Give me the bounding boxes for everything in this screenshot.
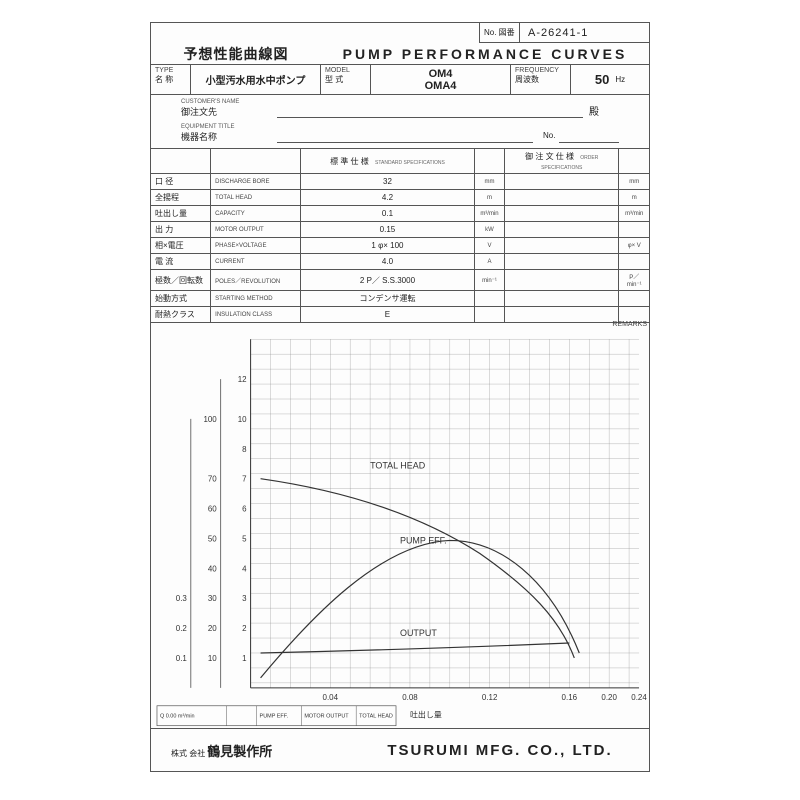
- info-row: TYPE 名 称 小型汚水用水中ポンプ MODEL 型 式 OM4 OMA4 F…: [151, 65, 649, 95]
- spec-table: 標 準 仕 様 STANDARD SPECIFICATIONS 御 注 文 仕 …: [151, 149, 649, 323]
- svg-text:OUTPUT: OUTPUT: [400, 628, 437, 638]
- svg-text:2: 2: [242, 624, 247, 633]
- svg-text:0.24: 0.24: [631, 693, 647, 702]
- svg-text:10: 10: [208, 654, 217, 663]
- model-value: OM4 OMA4: [371, 65, 511, 94]
- doc-number-box: No. 図番 A-26241-1: [479, 23, 649, 43]
- table-row: 始動方式STARTING METHODコンデンサ運転: [151, 291, 649, 307]
- svg-text:20: 20: [208, 624, 217, 633]
- svg-text:PUMP EFF.: PUMP EFF.: [260, 714, 289, 720]
- equip-no: No.: [539, 131, 619, 143]
- table-row: 電 流CURRENT4.0A: [151, 254, 649, 270]
- company-jp: 株式 会社鶴見製作所: [151, 741, 351, 760]
- customer-name-field: [277, 104, 583, 118]
- table-row: 吐出し量CAPACITY0.1m³/minm³/min: [151, 206, 649, 222]
- svg-text:TOTAL HEAD: TOTAL HEAD: [359, 714, 393, 720]
- ord-header: 御 注 文 仕 様 ORDER SPECIFICATIONS: [504, 149, 619, 174]
- svg-text:8: 8: [242, 445, 247, 454]
- svg-text:Q 0.00 m³/min: Q 0.00 m³/min: [160, 714, 195, 720]
- svg-text:TOTAL HEAD: TOTAL HEAD: [370, 461, 426, 471]
- svg-text:3: 3: [242, 594, 247, 603]
- svg-text:0.16: 0.16: [562, 693, 578, 702]
- type-value: 小型汚水用水中ポンプ: [191, 65, 321, 94]
- svg-text:40: 40: [208, 564, 217, 573]
- svg-text:PUMP EFF.: PUMP EFF.: [400, 535, 447, 545]
- title-jp: 予想性能曲線図: [151, 44, 321, 64]
- doc-number-value: A-26241-1: [520, 27, 649, 39]
- table-row: 出 力MOTOR OUTPUT0.15kW: [151, 222, 649, 238]
- svg-text:0.12: 0.12: [482, 693, 498, 702]
- svg-text:0.3: 0.3: [176, 594, 188, 603]
- svg-text:1: 1: [242, 654, 247, 663]
- datasheet: No. 図番 A-26241-1 予想性能曲線図 PUMP PERFORMANC…: [150, 22, 650, 772]
- svg-text:30: 30: [208, 594, 217, 603]
- svg-text:50: 50: [208, 534, 217, 543]
- customer-name-line: CUSTOMER'S NAME 御注文先 殿: [181, 99, 619, 118]
- type-label: TYPE 名 称: [151, 65, 191, 94]
- svg-text:5: 5: [242, 534, 247, 543]
- chart-area: REMARKS 0.040.080.120.160.200.2412345678…: [151, 319, 649, 729]
- svg-text:70: 70: [208, 475, 217, 484]
- svg-text:10: 10: [238, 415, 247, 424]
- title-en: PUMP PERFORMANCE CURVES: [321, 46, 649, 62]
- table-row: 相×電圧PHASE×VOLTAGE1 φ× 100Vφ× V: [151, 238, 649, 254]
- table-row: 全揚程TOTAL HEAD4.2mm: [151, 190, 649, 206]
- equipment-line: EQUIPMENT TITLE 機器名称 No.: [181, 124, 619, 143]
- table-row: 口 径DISCHARGE BORE32mmmm: [151, 174, 649, 190]
- svg-text:0.20: 0.20: [601, 693, 617, 702]
- svg-text:吐出し量: 吐出し量: [410, 710, 442, 720]
- std-header: 標 準 仕 様 STANDARD SPECIFICATIONS: [300, 149, 474, 174]
- title-row: 予想性能曲線図 PUMP PERFORMANCE CURVES: [151, 43, 649, 65]
- model-label: MODEL 型 式: [321, 65, 371, 94]
- customer-block: CUSTOMER'S NAME 御注文先 殿 EQUIPMENT TITLE 機…: [151, 95, 649, 149]
- equipment-field: [277, 129, 533, 143]
- freq-value: 50 Hz: [571, 65, 649, 94]
- footer: 株式 会社鶴見製作所 TSURUMI MFG. CO., LTD.: [151, 729, 649, 771]
- svg-text:MOTOR OUTPUT: MOTOR OUTPUT: [304, 714, 349, 720]
- svg-text:0.2: 0.2: [176, 624, 188, 633]
- svg-text:0.04: 0.04: [323, 693, 339, 702]
- performance-chart: 0.040.080.120.160.200.241234567810121020…: [151, 319, 649, 728]
- table-row: 極数／回転数POLES／REVOLUTION2 P／ S.S.3000min⁻¹…: [151, 270, 649, 291]
- svg-text:6: 6: [242, 505, 247, 514]
- doc-number-label: No. 図番: [480, 23, 520, 42]
- svg-text:4: 4: [242, 564, 247, 573]
- svg-text:60: 60: [208, 505, 217, 514]
- svg-text:100: 100: [203, 415, 217, 424]
- svg-text:7: 7: [242, 475, 247, 484]
- company-en: TSURUMI MFG. CO., LTD.: [351, 742, 649, 759]
- freq-label: FREQUENCY 周波数: [511, 65, 571, 94]
- svg-text:0.08: 0.08: [402, 693, 418, 702]
- svg-text:0.1: 0.1: [176, 654, 188, 663]
- svg-text:12: 12: [238, 375, 247, 384]
